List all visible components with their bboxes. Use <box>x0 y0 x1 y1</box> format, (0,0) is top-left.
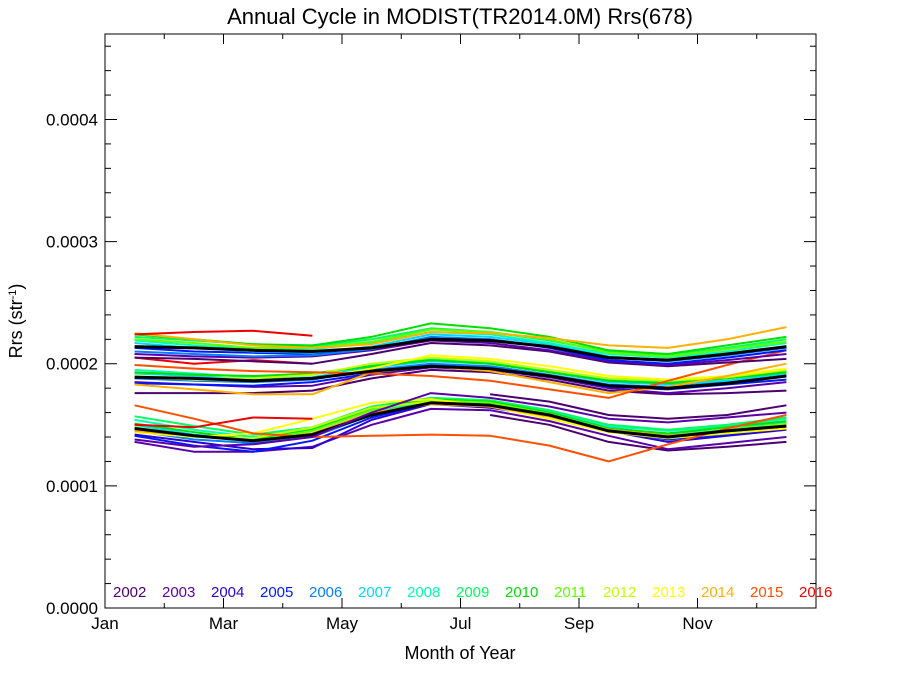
legend-entry: 2002 <box>113 584 146 601</box>
legend-entry: 2008 <box>407 584 440 601</box>
x-axis-label: Month of Year <box>404 643 515 663</box>
series-line-30 <box>134 364 787 390</box>
series-line-16 <box>489 393 787 420</box>
series-line-13 <box>134 404 787 463</box>
legend-entry: 2014 <box>701 584 734 601</box>
series-line-39 <box>134 328 787 358</box>
series-line-25 <box>134 356 787 382</box>
series-line-42 <box>134 337 787 362</box>
legend-entry: 2013 <box>652 584 685 601</box>
y-axis-label-superscript: -1 <box>7 290 19 300</box>
legend-entry: 2015 <box>750 584 783 601</box>
series-line-24 <box>134 359 787 385</box>
legend-entry: 2003 <box>162 584 195 601</box>
x-tick-label: May <box>326 614 359 633</box>
legend-entry: 2016 <box>799 584 832 601</box>
y-axis-label: Rrs (str-1) <box>6 284 26 359</box>
chart-title: Annual Cycle in MODIST(TR2014.0M) Rrs(67… <box>227 4 693 29</box>
legend-entry: 2010 <box>505 584 538 601</box>
series-line-32 <box>134 339 787 366</box>
legend: 2002 2003 2004 2005 2006 2007 2008 2009 2010 2011… <box>113 584 832 601</box>
plot-frame <box>104 33 817 609</box>
series-lines <box>134 322 787 463</box>
x-tick-label: Sep <box>564 614 594 633</box>
series-line-31 <box>134 342 787 368</box>
series-line-17 <box>134 392 787 448</box>
x-tick-label: Mar <box>209 614 239 633</box>
series-line-0 <box>489 414 787 452</box>
x-tick-label: Jan <box>91 614 118 633</box>
legend-entry: 2011 <box>554 584 586 601</box>
series-line-41 <box>134 329 313 337</box>
x-tick-label: Nov <box>682 614 713 633</box>
series-line-14 <box>134 416 313 429</box>
y-tick-label: 0.0001 <box>46 477 98 496</box>
y-tick-label: 0.0000 <box>46 599 98 618</box>
legend-entry: 2009 <box>456 584 489 601</box>
series-line-1 <box>134 407 787 453</box>
x-tick-label: Jul <box>450 614 472 633</box>
legend-entry: 2004 <box>211 584 244 601</box>
legend-entry: 2006 <box>309 584 342 601</box>
legend-entry: 2012 <box>603 584 636 601</box>
series-line-28 <box>134 349 787 399</box>
y-axis: 0.0000 0.0001 0.0002 0.0003 0.0004 <box>46 45 816 618</box>
legend-entry: 2007 <box>358 584 391 601</box>
y-tick-label: 0.0003 <box>46 233 98 252</box>
legend-entry: 2005 <box>260 584 293 601</box>
y-axis-label-end: ) <box>6 284 26 290</box>
x-axis: Jan Mar May Jul Sep Nov <box>91 34 758 633</box>
y-tick-label: 0.0002 <box>46 355 98 374</box>
series-line-40 <box>134 326 787 349</box>
series-line-15 <box>134 401 787 443</box>
y-tick-label: 0.0004 <box>46 110 98 129</box>
y-axis-label-base: Rrs (str <box>6 299 26 358</box>
